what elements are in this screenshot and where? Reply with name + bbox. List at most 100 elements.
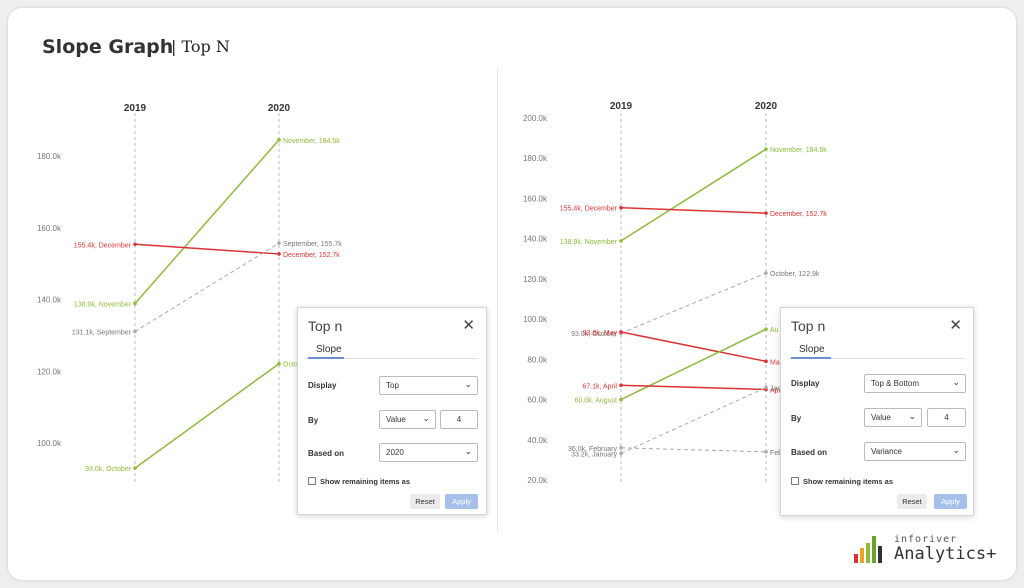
based-on-select[interactable]: 2020 ⌄ bbox=[379, 443, 478, 462]
display-label: Display bbox=[308, 381, 337, 390]
y-tick-label: 100.0k bbox=[37, 439, 62, 448]
data-label: 138.9k, November bbox=[74, 301, 132, 308]
series-line-january bbox=[620, 387, 767, 454]
data-label: 93.6k, May bbox=[583, 330, 618, 337]
tab-slope[interactable]: Slope bbox=[799, 344, 825, 355]
data-label: Feb bbox=[770, 450, 782, 457]
based-on-label: Based on bbox=[308, 449, 345, 458]
logo-big-text: Analytics+ bbox=[894, 544, 997, 564]
data-point bbox=[619, 205, 623, 210]
count-input[interactable]: 4 bbox=[927, 408, 966, 427]
data-point bbox=[764, 271, 768, 275]
data-label: 36.0k, February bbox=[568, 446, 618, 453]
tab-active-indicator bbox=[791, 357, 831, 359]
reset-button[interactable]: Reset bbox=[410, 494, 440, 509]
data-label: 138.9k, November bbox=[560, 239, 618, 246]
display-select[interactable]: Top & Bottom ⌄ bbox=[864, 374, 966, 393]
close-icon[interactable]: ✕ bbox=[462, 317, 475, 334]
data-point bbox=[133, 329, 137, 334]
year-header: 2020 bbox=[755, 101, 778, 112]
data-point bbox=[619, 446, 623, 450]
inforiver-logo: inforiver Analytics+ bbox=[852, 532, 996, 568]
remaining-checkbox[interactable] bbox=[308, 477, 316, 485]
remaining-checkbox[interactable] bbox=[791, 477, 799, 485]
data-label: September, 155.7k bbox=[283, 241, 342, 248]
series-line-october bbox=[134, 363, 280, 469]
panel-title: Top n bbox=[791, 318, 826, 334]
by-label: By bbox=[308, 416, 319, 425]
data-point bbox=[277, 361, 281, 366]
based-on-select[interactable]: Variance ⌄ bbox=[864, 442, 966, 461]
based-on-value: Variance bbox=[871, 447, 902, 456]
y-tick-label: 80.0k bbox=[527, 355, 548, 364]
data-label: Jan bbox=[770, 385, 781, 392]
data-point bbox=[619, 383, 623, 388]
display-value: Top bbox=[386, 381, 399, 390]
data-point bbox=[619, 239, 623, 243]
y-tick-label: 40.0k bbox=[527, 436, 548, 445]
data-point bbox=[764, 147, 768, 151]
data-point bbox=[764, 327, 768, 331]
y-tick-label: 160.0k bbox=[523, 194, 548, 203]
chevron-down-icon: ⌄ bbox=[908, 411, 916, 421]
data-point bbox=[764, 211, 768, 215]
series-line-september bbox=[134, 242, 280, 332]
slope-chart-2: 2019 2020 20.0k 40.0k 60.0k 80.0k 100.0k 120.0k… bbox=[523, 101, 827, 485]
data-label: Ma bbox=[770, 359, 780, 366]
display-select[interactable]: Top ⌄ bbox=[379, 376, 478, 395]
chevron-down-icon: ⌄ bbox=[952, 445, 960, 455]
data-point bbox=[277, 138, 281, 142]
y-tick-label: 180.0k bbox=[523, 154, 548, 163]
remaining-label: Show remaining items as bbox=[803, 477, 894, 486]
year-header: 2019 bbox=[610, 101, 633, 112]
data-label: October, 122.9k bbox=[770, 271, 820, 278]
by-label: By bbox=[791, 414, 802, 423]
top-n-panel: Top n ✕ Slope Display Top & Bottom ⌄ By V… bbox=[780, 307, 974, 516]
chevron-down-icon: ⌄ bbox=[464, 379, 472, 389]
data-point bbox=[619, 330, 623, 334]
by-select[interactable]: Value ⌄ bbox=[864, 408, 922, 427]
data-label: 67.1k, April bbox=[582, 383, 617, 390]
divider bbox=[497, 68, 498, 532]
y-tick-label: 200.0k bbox=[523, 114, 548, 123]
bar-logo-icon bbox=[854, 536, 882, 563]
by-value: Value bbox=[386, 415, 406, 424]
data-label: December, 152.7k bbox=[770, 211, 827, 218]
y-tick-label: 140.0k bbox=[37, 296, 62, 305]
apply-button[interactable]: Apply bbox=[445, 494, 478, 509]
remaining-label: Show remaining items as bbox=[320, 477, 411, 486]
data-label: Au bbox=[770, 327, 779, 334]
series-line-december bbox=[134, 243, 280, 255]
data-point bbox=[133, 301, 137, 306]
by-value: Value bbox=[871, 413, 891, 422]
data-label: 155.4k, December bbox=[560, 206, 618, 213]
data-label: 93.0k, October bbox=[571, 331, 618, 338]
data-label: 131.1k, September bbox=[72, 329, 132, 336]
apply-button[interactable]: Apply bbox=[934, 494, 967, 509]
y-tick-label: 60.0k bbox=[527, 396, 548, 405]
based-on-label: Based on bbox=[791, 448, 828, 457]
data-point bbox=[764, 450, 768, 454]
display-value: Top & Bottom bbox=[871, 379, 920, 388]
y-tick-label: 20.0k bbox=[527, 476, 548, 485]
close-icon[interactable]: ✕ bbox=[949, 317, 962, 334]
by-select[interactable]: Value ⌄ bbox=[379, 410, 436, 429]
data-label: November, 184.5k bbox=[770, 147, 827, 154]
y-tick-label: 140.0k bbox=[523, 235, 548, 244]
year-header: 2020 bbox=[268, 103, 291, 114]
data-label: 33.2k, January bbox=[571, 451, 617, 458]
logo-small-text: inforiver bbox=[894, 534, 958, 545]
tab-underline bbox=[789, 358, 965, 359]
reset-button[interactable]: Reset bbox=[897, 494, 927, 509]
data-label: December, 152.7k bbox=[283, 252, 340, 259]
data-point bbox=[619, 451, 623, 456]
y-tick-label: 120.0k bbox=[523, 275, 548, 284]
tab-slope[interactable]: Slope bbox=[316, 344, 342, 355]
count-input[interactable]: 4 bbox=[440, 410, 478, 429]
series-line-november bbox=[620, 148, 767, 242]
series-line-december bbox=[620, 206, 767, 214]
data-point bbox=[133, 242, 137, 247]
y-tick-label: 100.0k bbox=[523, 315, 548, 324]
year-header: 2019 bbox=[124, 103, 147, 114]
